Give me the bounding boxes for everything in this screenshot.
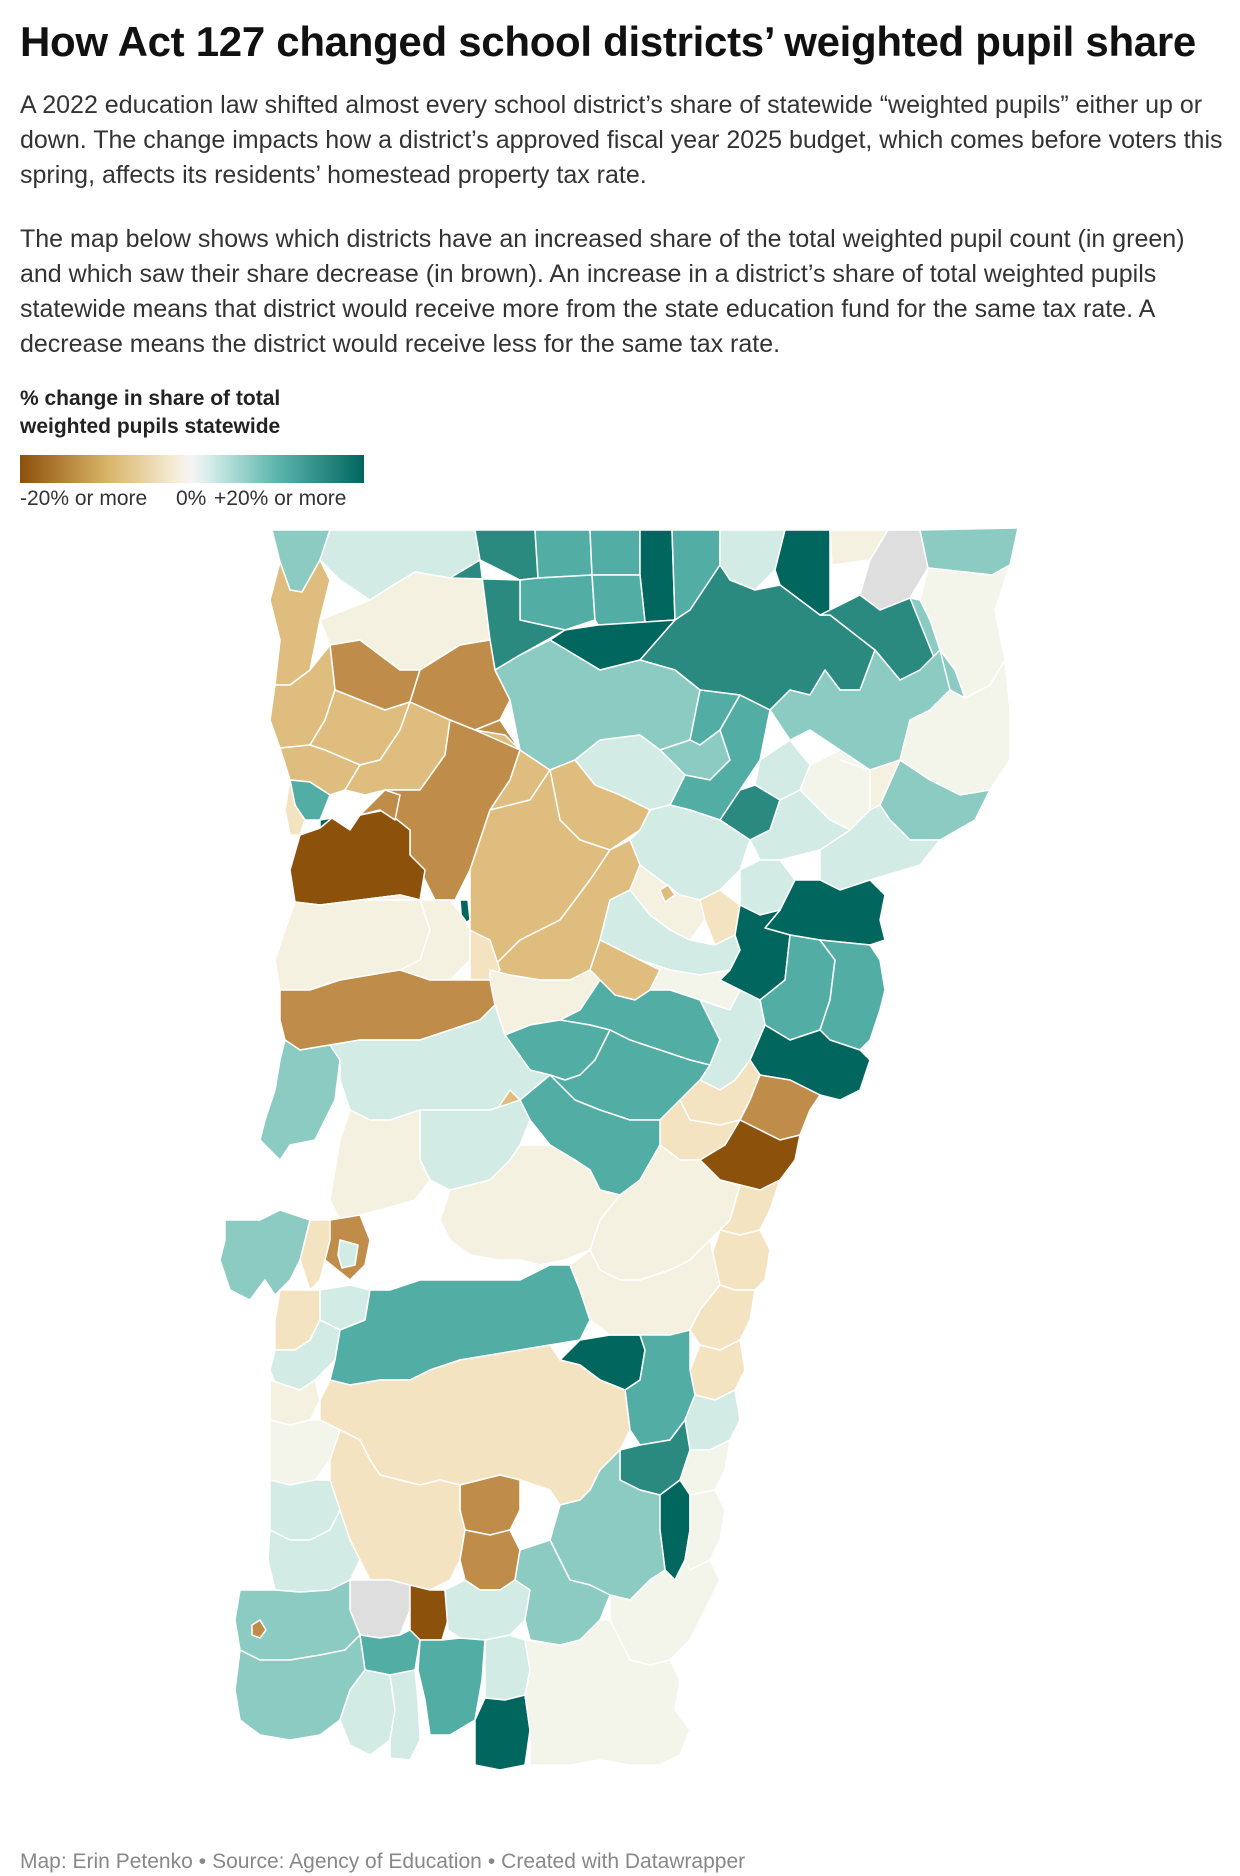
district-shape[interactable] bbox=[819, 939, 886, 1051]
district-shape[interactable] bbox=[409, 1584, 449, 1641]
district-shape[interactable] bbox=[389, 1669, 421, 1761]
district-shape[interactable] bbox=[439, 1144, 621, 1266]
legend-title: % change in share of total weighted pupi… bbox=[20, 385, 380, 441]
district-shape[interactable] bbox=[589, 529, 641, 576]
district-shape[interactable] bbox=[259, 1039, 341, 1161]
district-shape[interactable] bbox=[659, 884, 676, 903]
district-shape[interactable] bbox=[639, 529, 676, 623]
district-shape[interactable] bbox=[220, 1209, 311, 1301]
district-shape[interactable] bbox=[689, 1284, 756, 1351]
legend-label-min: -20% or more bbox=[20, 487, 148, 510]
color-legend: % change in share of total weighted pupi… bbox=[20, 385, 380, 515]
legend-labels: -20% or more 0% +20% or more bbox=[20, 487, 380, 515]
description-paragraph-1: A 2022 education law shifted almost ever… bbox=[20, 91, 1223, 189]
district-shape[interactable] bbox=[689, 1339, 746, 1401]
district-shape[interactable] bbox=[591, 574, 646, 626]
legend-label-mid: 0% bbox=[176, 487, 207, 510]
district-shape[interactable] bbox=[337, 1239, 359, 1269]
district-shape[interactable] bbox=[534, 529, 593, 579]
chart-title: How Act 127 changed school districts’ we… bbox=[20, 18, 1196, 65]
district-shape[interactable] bbox=[349, 1579, 411, 1639]
district-shape[interactable] bbox=[359, 789, 401, 821]
chart-footer: Map: Erin Petenko • Source: Agency of Educ… bbox=[20, 1850, 746, 1873]
legend-title-line-2: weighted pupils statewide bbox=[20, 415, 281, 438]
district-shape[interactable] bbox=[474, 1694, 531, 1771]
district-shape[interactable] bbox=[269, 559, 331, 686]
legend-gradient-bar bbox=[20, 455, 364, 483]
legend-label-max: +20% or more bbox=[214, 487, 347, 510]
datawrapper-credit[interactable]: Created with Datawrapper bbox=[501, 1850, 746, 1873]
legend-title-line-1: % change in share of total bbox=[20, 387, 281, 410]
district-shape[interactable] bbox=[514, 1539, 611, 1646]
district-shape[interactable] bbox=[359, 1629, 421, 1676]
district-shape[interactable] bbox=[524, 1619, 691, 1766]
district-shape[interactable] bbox=[459, 1529, 521, 1591]
district-shape[interactable] bbox=[474, 529, 539, 581]
description-paragraph-2: The map below shows which districts have… bbox=[20, 225, 1185, 358]
source-credit: Source: Agency of Education bbox=[212, 1850, 482, 1873]
vermont-district-map bbox=[220, 520, 1020, 1810]
district-shape[interactable] bbox=[234, 1579, 361, 1661]
district-shape[interactable] bbox=[819, 804, 941, 891]
district-shape[interactable] bbox=[329, 1109, 431, 1221]
district-shape[interactable] bbox=[484, 1634, 531, 1701]
chart-description: A 2022 education law shifted almost ever… bbox=[20, 88, 1230, 391]
district-shape[interactable] bbox=[684, 1489, 726, 1571]
district-shape[interactable] bbox=[459, 1474, 521, 1536]
district-shape[interactable] bbox=[684, 1389, 741, 1451]
map-credit: Map: Erin Petenko bbox=[20, 1850, 193, 1873]
district-shape[interactable] bbox=[251, 1619, 267, 1639]
map-svg bbox=[220, 527, 1019, 1771]
